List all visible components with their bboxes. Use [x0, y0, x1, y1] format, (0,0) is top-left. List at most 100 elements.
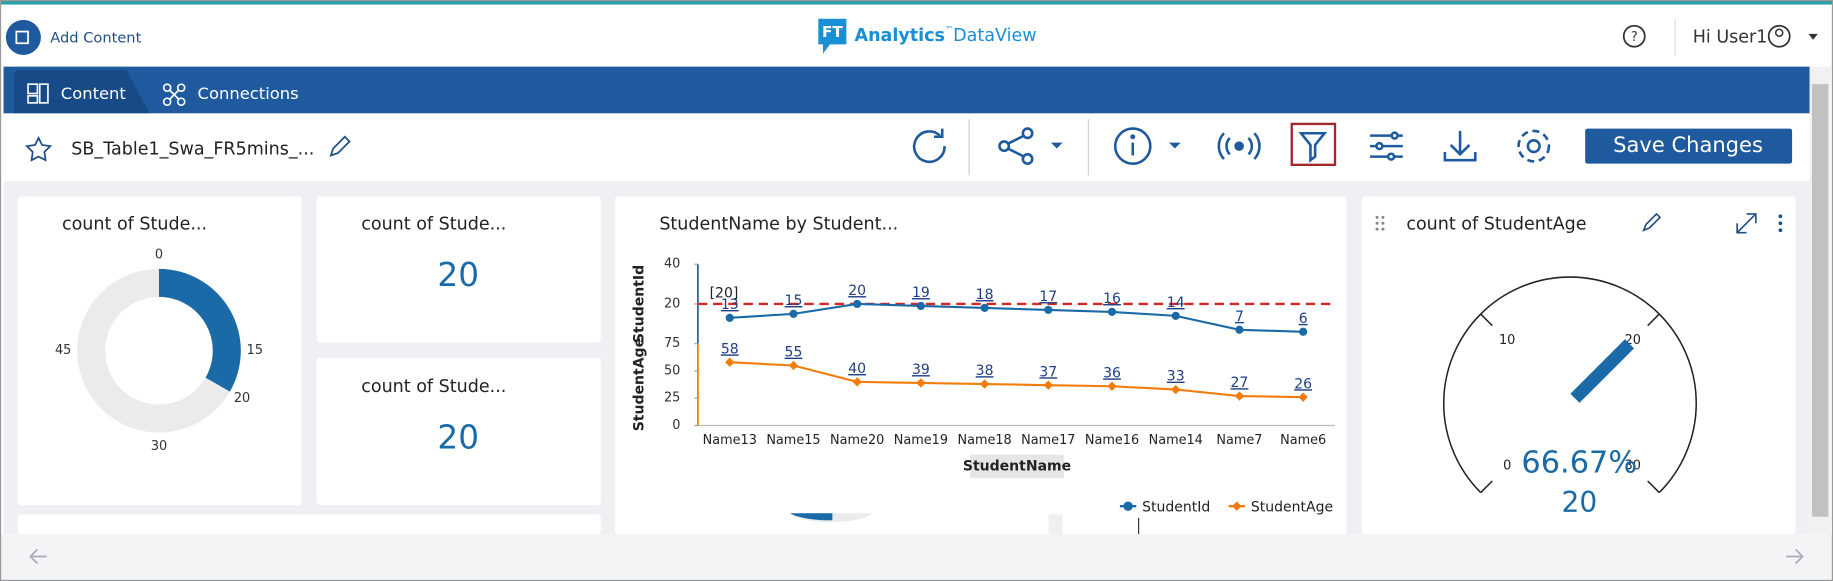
logo-brand: Analytics	[855, 26, 945, 46]
help-button[interactable]: ?	[1622, 24, 1646, 48]
series-point	[1171, 311, 1180, 320]
series-point	[1299, 327, 1308, 336]
logo-tm: ™	[945, 24, 953, 34]
series-point	[1043, 380, 1053, 390]
data-label: 20	[848, 283, 866, 299]
legend-marker	[1232, 501, 1242, 511]
data-label: 16	[1103, 291, 1121, 307]
share-caret[interactable]	[1050, 142, 1063, 149]
y-tick-label: 20	[664, 296, 680, 311]
x-tick-label: Name18	[957, 433, 1011, 448]
card-gap	[1048, 514, 1063, 535]
series-point	[1107, 307, 1117, 316]
tab-connections[interactable]: Connections	[162, 83, 299, 107]
logo: FT Analytics™DataView	[818, 18, 1037, 54]
gear-icon[interactable]	[1517, 129, 1551, 163]
data-label: 13	[721, 297, 739, 313]
filter-highlight[interactable]	[1290, 122, 1337, 167]
donut-tick-label: 45	[55, 343, 71, 358]
toolbar	[3, 113, 1810, 182]
drag-handle[interactable]	[1375, 215, 1385, 231]
user-greeting: Hi User1	[1693, 27, 1768, 47]
widget-card	[1361, 196, 1796, 535]
x-tick-label: Name16	[1085, 433, 1139, 448]
gauge-tick-label: 0	[1503, 459, 1511, 474]
add-icon-glyph	[15, 30, 29, 45]
rename-icon[interactable]	[329, 135, 351, 157]
gauge-value: 20	[1561, 486, 1597, 519]
series-point	[1298, 392, 1308, 402]
tab-icon	[27, 95, 39, 104]
help-icon	[1622, 24, 1646, 48]
partial-donut	[790, 513, 833, 521]
gauge-tick-label: 30	[1625, 459, 1641, 474]
user-menu[interactable]: Hi User1	[1693, 24, 1818, 48]
gauge-needle	[1570, 339, 1635, 403]
series-point	[1044, 305, 1053, 314]
series-point	[916, 301, 925, 311]
donut-tick-label: 0	[155, 247, 163, 262]
broadcast-icon[interactable]	[1217, 132, 1261, 160]
data-label: 40	[848, 361, 866, 377]
expand-icon[interactable]	[1736, 213, 1757, 234]
series-point	[980, 303, 989, 313]
logo-badge	[818, 18, 847, 54]
next-arrow[interactable]	[1786, 548, 1804, 565]
header	[0, 4, 1833, 67]
data-label: 6	[1299, 311, 1308, 327]
legend-marker	[1123, 501, 1133, 511]
filter-icon[interactable]	[1298, 131, 1328, 163]
data-label: 55	[785, 345, 803, 361]
x-tick-label: Name13	[703, 433, 757, 448]
series-point	[916, 378, 926, 388]
footer	[0, 534, 1833, 581]
widget-card	[316, 196, 601, 343]
share-icon[interactable]	[998, 127, 1034, 165]
favorite-star[interactable]	[25, 135, 53, 162]
add-content-button[interactable]: Add Content	[5, 19, 142, 55]
widget-title: count of Stude...	[361, 377, 506, 397]
user-icon-head	[1774, 28, 1784, 38]
widget-card	[316, 357, 601, 506]
data-label: 15	[785, 293, 803, 309]
tab-content[interactable]: Content	[14, 70, 150, 114]
data-label: 36	[1103, 365, 1121, 381]
series-point	[1171, 384, 1181, 395]
x-tick-label: Name14	[1149, 433, 1203, 448]
prev-arrow[interactable]	[29, 548, 47, 565]
series-point	[1235, 325, 1244, 334]
refresh-icon[interactable]	[912, 128, 946, 163]
series-point	[979, 379, 990, 389]
user-caret	[1808, 33, 1818, 40]
tab-label: Connections	[198, 84, 299, 103]
add-content-label: Add Content	[50, 30, 141, 47]
info-caret[interactable]	[1169, 142, 1181, 149]
y-tick-label: 0	[672, 418, 680, 433]
download-icon[interactable]	[1443, 130, 1477, 162]
toolbar-icons	[912, 119, 1551, 176]
edit-widget-icon[interactable]	[1642, 212, 1662, 232]
save-changes-button[interactable]: Save Changes	[1585, 128, 1793, 164]
series-point	[788, 360, 799, 371]
y-axis-title: StudentAge	[631, 338, 647, 431]
data-label: 26	[1294, 376, 1312, 392]
scrollbar-thumb[interactable]	[1811, 84, 1829, 517]
y-axis-title: StudentId	[631, 265, 647, 343]
x-tick-label: Name19	[894, 433, 948, 448]
donut-tick-label: 15	[247, 343, 263, 358]
top-strip	[0, 0, 1833, 5]
tab-icon	[27, 83, 39, 95]
more-icon[interactable]	[1778, 214, 1783, 233]
x-tick-label: Name15	[766, 433, 820, 448]
gauge-tick	[1647, 480, 1660, 494]
info-icon[interactable]	[1113, 127, 1152, 165]
x-tick-label: Name6	[1280, 433, 1326, 448]
kpi-value: 20	[437, 419, 479, 457]
tab-icon	[38, 83, 49, 104]
donut-segment	[158, 268, 241, 392]
legend-label: StudentId	[1142, 499, 1210, 515]
settings-sliders-icon[interactable]	[1370, 131, 1403, 161]
gauge-tick	[1480, 480, 1493, 494]
kpi-value: 20	[437, 256, 479, 294]
